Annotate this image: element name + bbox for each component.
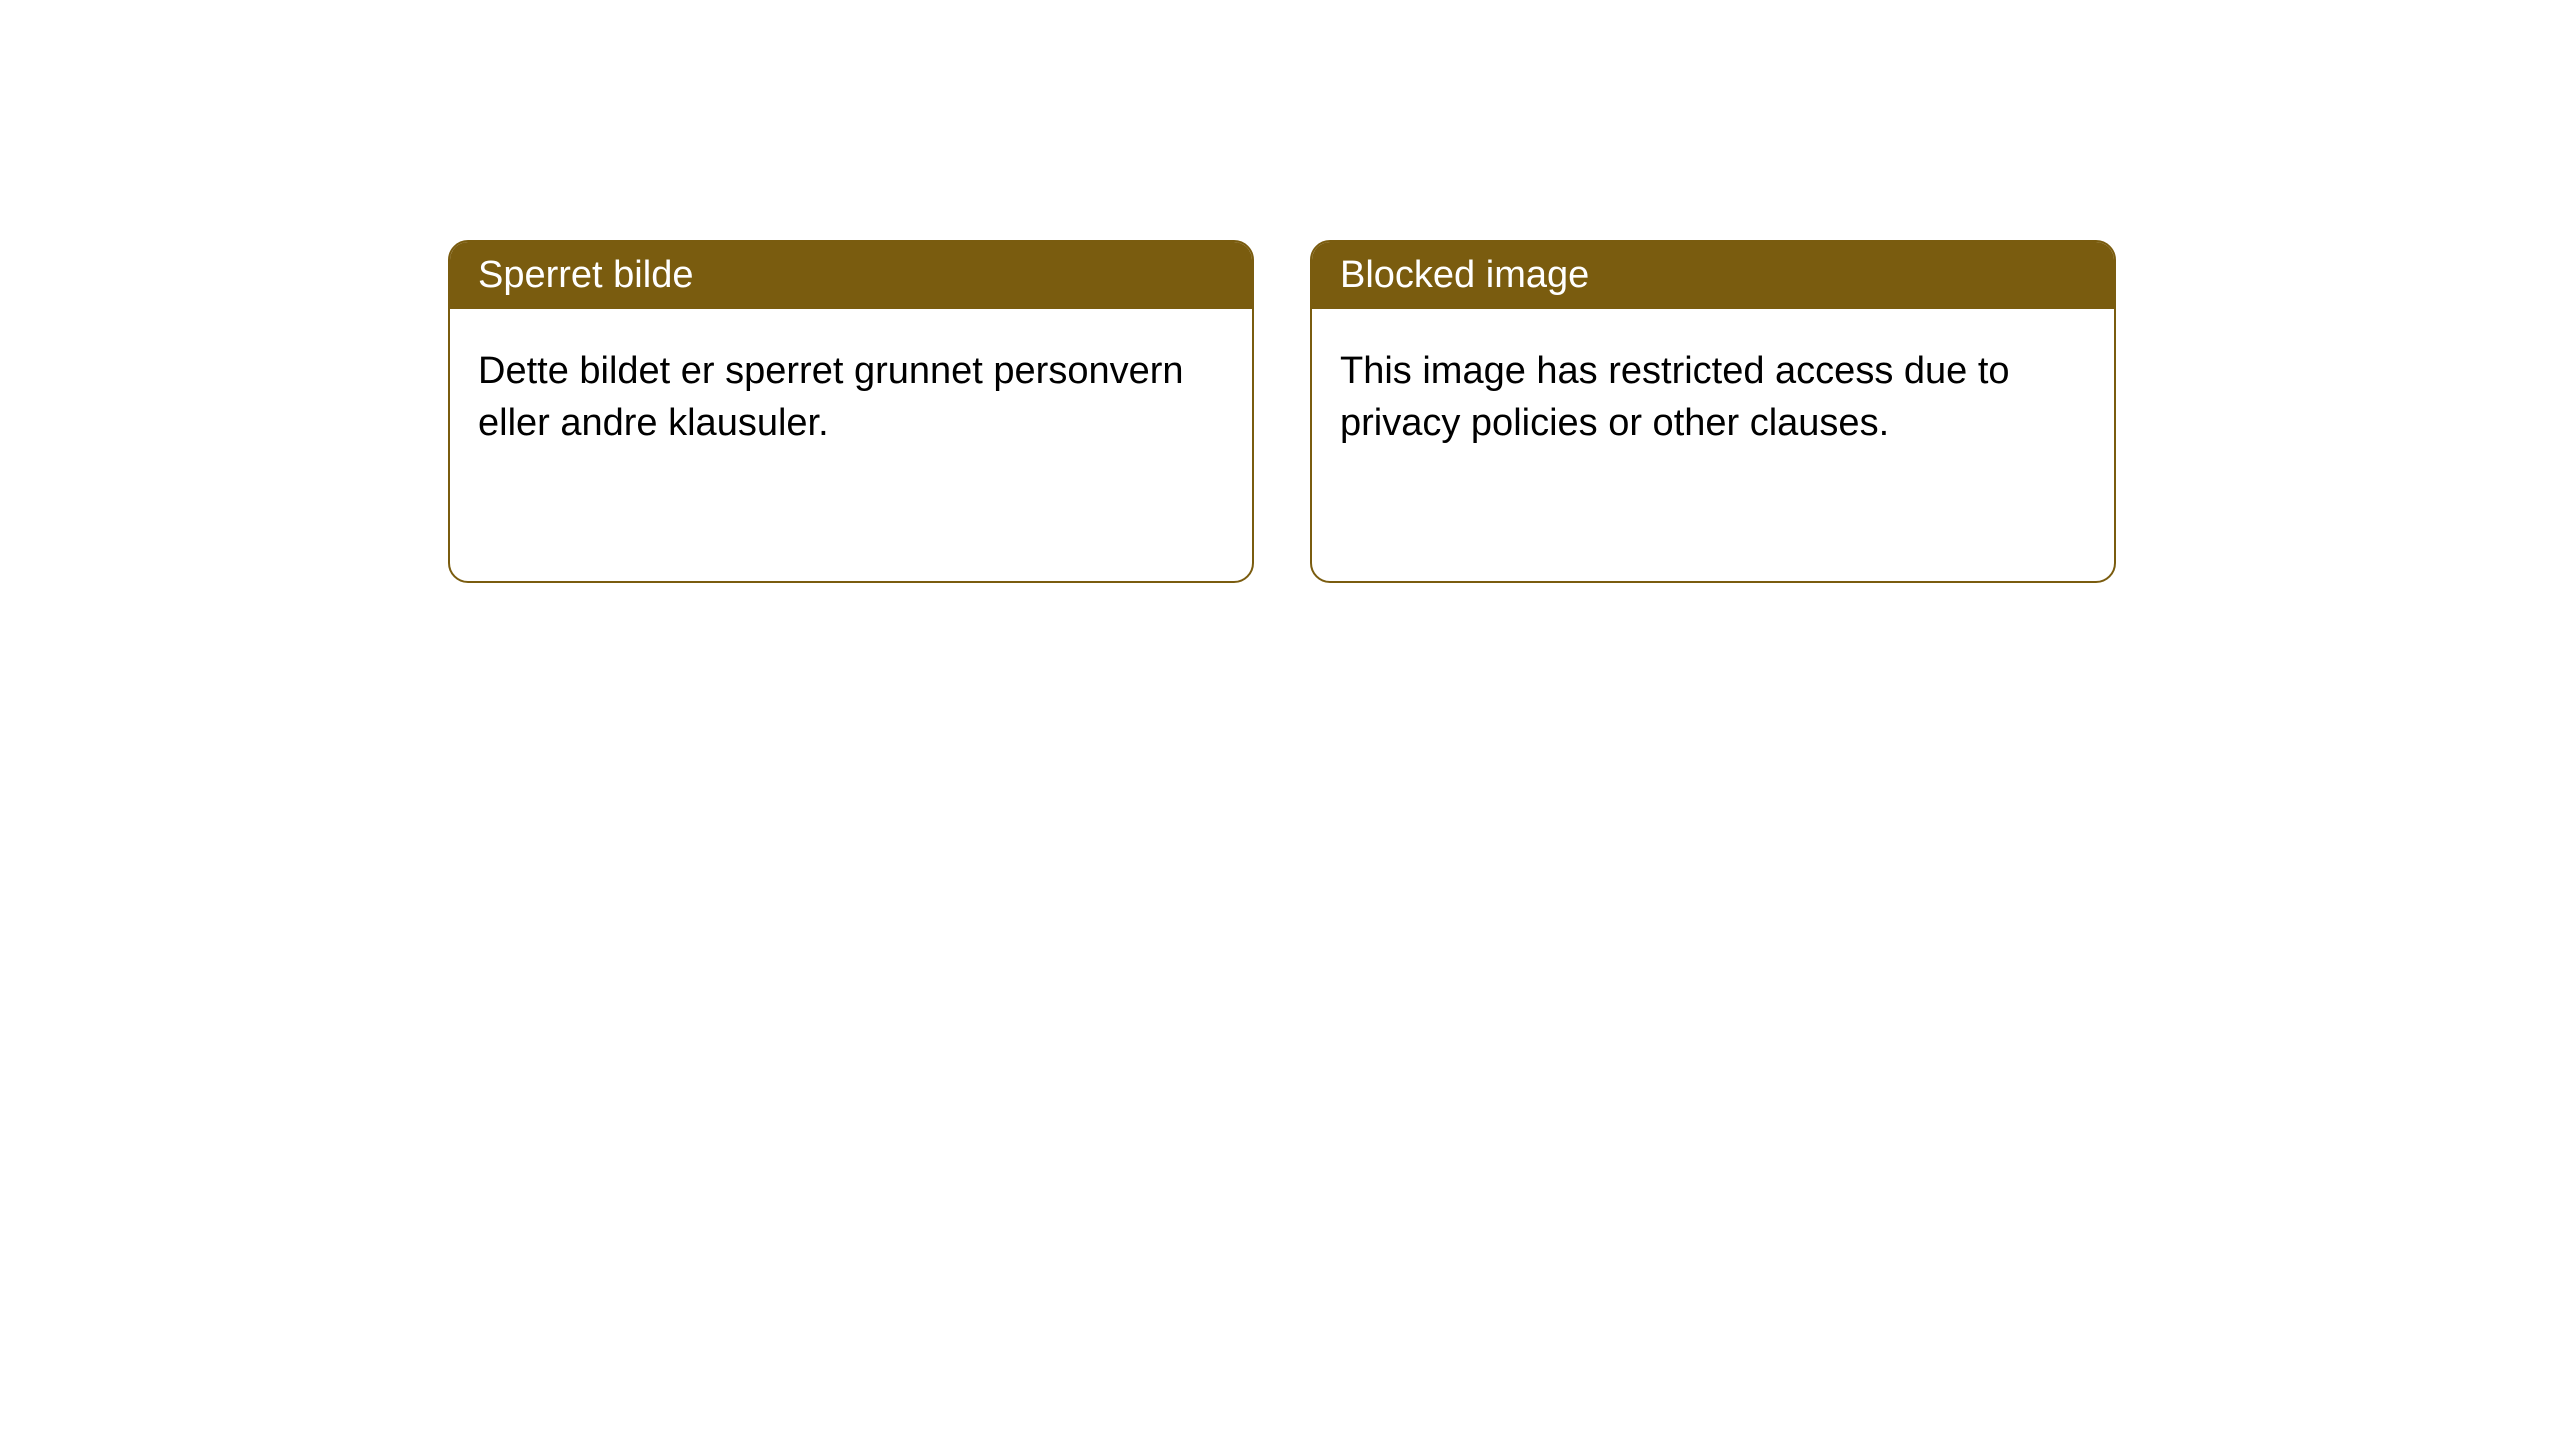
card-english: Blocked image This image has restricted … xyxy=(1310,240,2116,583)
card-body-text-norwegian: Dette bildet er sperret grunnet personve… xyxy=(478,350,1184,444)
card-body-norwegian: Dette bildet er sperret grunnet personve… xyxy=(450,309,1252,581)
card-header-english: Blocked image xyxy=(1312,242,2114,309)
card-title-english: Blocked image xyxy=(1340,254,1589,296)
card-body-english: This image has restricted access due to … xyxy=(1312,309,2114,581)
card-norwegian: Sperret bilde Dette bildet er sperret gr… xyxy=(448,240,1254,583)
cards-container: Sperret bilde Dette bildet er sperret gr… xyxy=(0,0,2560,583)
card-body-text-english: This image has restricted access due to … xyxy=(1340,350,2010,444)
card-header-norwegian: Sperret bilde xyxy=(450,242,1252,309)
card-title-norwegian: Sperret bilde xyxy=(478,254,693,296)
